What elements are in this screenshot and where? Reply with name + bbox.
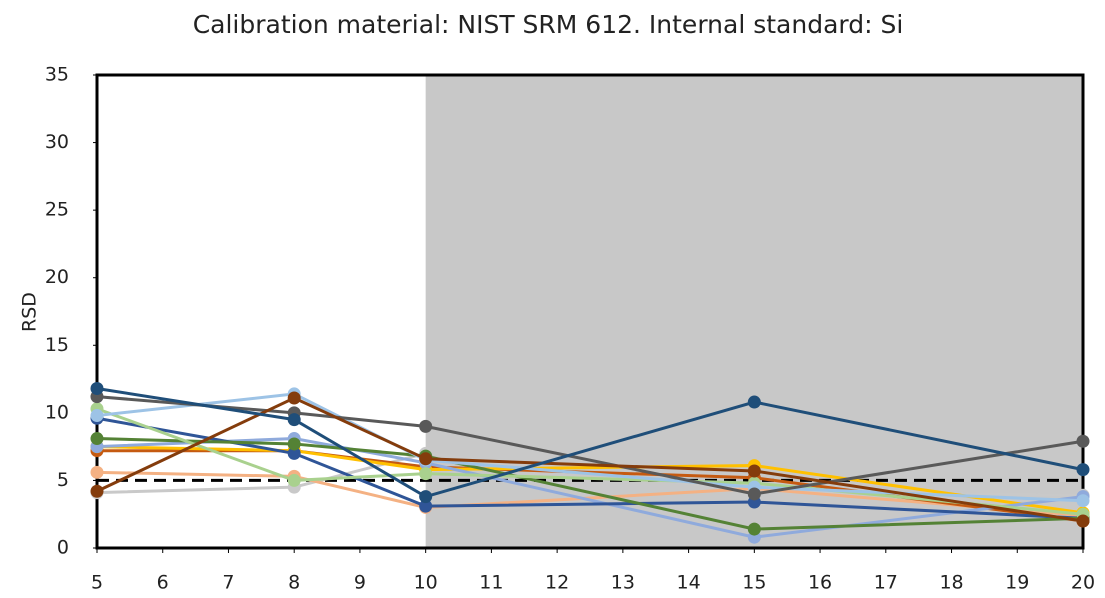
data-point: [287, 437, 301, 451]
x-tick-label: 12: [545, 572, 569, 594]
x-tick-label: 20: [1071, 572, 1095, 594]
data-point: [747, 464, 761, 478]
data-point: [1076, 494, 1090, 508]
y-tick-label: 30: [45, 131, 69, 153]
data-point: [747, 395, 761, 409]
x-tick-label: 16: [808, 572, 832, 594]
data-point: [419, 419, 433, 433]
data-point: [747, 487, 761, 501]
data-point: [90, 382, 104, 396]
x-tick-label: 11: [479, 572, 503, 594]
chart-title: Calibration material: NIST SRM 612. Inte…: [193, 10, 904, 39]
data-point: [287, 391, 301, 405]
x-tick-label: 19: [1005, 572, 1029, 594]
y-tick-label: 35: [45, 64, 69, 86]
data-point: [1076, 434, 1090, 448]
data-point: [747, 522, 761, 536]
x-tick-label: 18: [939, 572, 963, 594]
y-tick-label: 20: [45, 266, 69, 288]
plot-frame: [95, 73, 1085, 550]
y-tick-label: 5: [57, 469, 69, 491]
data-point: [1076, 463, 1090, 477]
y-tick-label: 15: [45, 334, 69, 356]
data-point: [90, 484, 104, 498]
x-tick-label: 6: [157, 572, 169, 594]
x-tick-label: 8: [288, 572, 300, 594]
y-tick-label: 0: [57, 537, 69, 559]
data-point: [287, 413, 301, 427]
data-point: [287, 446, 301, 460]
x-tick-label: 14: [677, 572, 701, 594]
data-point: [419, 467, 433, 481]
data-point: [419, 452, 433, 466]
x-tick-label: 10: [414, 572, 438, 594]
x-tick-label: 9: [354, 572, 366, 594]
data-point: [1076, 514, 1090, 528]
x-tick-label: 17: [874, 572, 898, 594]
y-tick-label: 10: [45, 401, 69, 423]
x-tick-label: 7: [222, 572, 234, 594]
data-point: [419, 499, 433, 513]
x-tick-label: 13: [611, 572, 635, 594]
data-point: [90, 465, 104, 479]
data-point: [90, 432, 104, 446]
data-point: [90, 409, 104, 423]
data-point: [287, 473, 301, 487]
x-tick-label: 5: [91, 572, 103, 594]
y-axis-label: RSD: [19, 292, 41, 332]
x-tick-label: 15: [742, 572, 766, 594]
data-point: [419, 490, 433, 504]
y-tick-label: 25: [45, 199, 69, 221]
